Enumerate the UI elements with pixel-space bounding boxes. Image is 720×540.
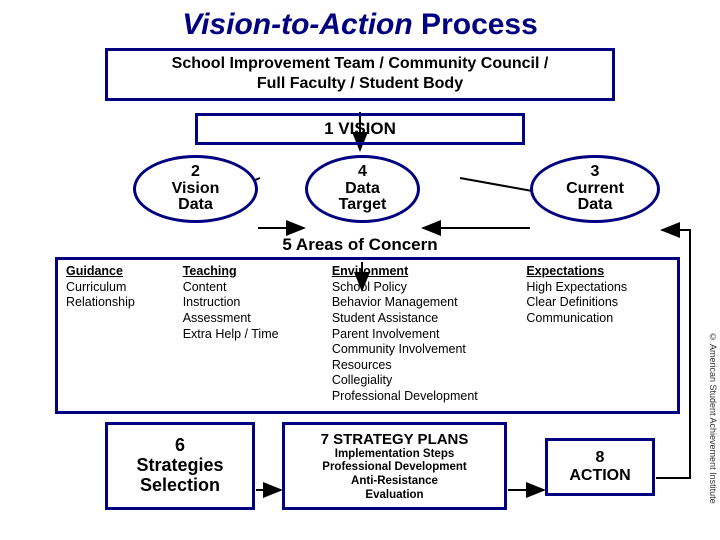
concern-col-teaching: Teaching Content Instruction Assessment … [183,264,332,405]
concern-col-expectations: Expectations High Expectations Clear Def… [526,264,669,405]
b2-t: 7 STRATEGY PLANS [285,429,504,448]
col2-hd: Environment [332,264,527,280]
strategies-selection-box: 6 Strategies Selection [105,422,255,510]
col1-i2: Assessment [183,311,332,327]
subtitle-line2: Full Faculty / Student Body [112,74,608,94]
vision-label: 1 VISION [324,119,396,138]
oval-row: 2 Vision Data 4 Data Target 3 Current Da… [0,155,720,227]
copyright-text: © American Student Achievement Institute [708,332,718,504]
b2-s2: Professional Development [285,461,504,475]
col3-i2: Communication [526,311,669,327]
title-italic: Vision-to-Action [182,8,413,41]
b1-l1: Strategies [108,456,252,476]
col1-i3: Extra Help / Time [183,327,332,343]
col3-i1: Clear Definitions [526,295,669,311]
col2-i4: Community Involvement [332,342,527,358]
b3-l: ACTION [548,467,652,485]
col2-i1: Behavior Management [332,295,527,311]
col3-i0: High Expectations [526,280,669,296]
concern-col-guidance: Guidance Curriculum Relationship [66,264,183,405]
oval1-l2: Data [136,197,255,214]
strategy-plans-box: 7 STRATEGY PLANS Implementation Steps Pr… [282,422,507,510]
col2-i5: Resources [332,358,527,374]
bottom-row: 6 Strategies Selection 7 STRATEGY PLANS … [0,420,720,520]
subtitle-box: School Improvement Team / Community Coun… [105,48,615,101]
vision-box: 1 VISION [195,113,525,145]
b1-l2: Selection [108,476,252,496]
subtitle-line1: School Improvement Team / Community Coun… [112,54,608,74]
col2-i7: Professional Development [332,389,527,405]
col1-i1: Instruction [183,295,332,311]
oval2-num: 4 [308,164,417,181]
oval-vision-data: 2 Vision Data [133,155,258,223]
col2-i2: Student Assistance [332,311,527,327]
col0-i0: Curriculum [66,280,183,296]
col2-i3: Parent Involvement [332,327,527,343]
col1-i0: Content [183,280,332,296]
page-title: Vision-to-Action Process [0,0,720,42]
b2-s3: Anti-Resistance [285,475,504,489]
concern-col-environment: Environment School Policy Behavior Manag… [332,264,527,405]
concern-title: 5 Areas of Concern [0,235,720,255]
oval1-l1: Vision [136,181,255,198]
oval3-l2: Data [533,197,657,214]
col0-i1: Relationship [66,295,183,311]
oval-current-data: 3 Current Data [530,155,660,223]
title-rest: Process [413,8,538,41]
col2-i6: Collegiality [332,373,527,389]
oval3-l1: Current [533,181,657,198]
col2-i0: School Policy [332,280,527,296]
col0-hd: Guidance [66,264,183,280]
oval-data-target: 4 Data Target [305,155,420,223]
oval2-l1: Data [308,181,417,198]
concern-box: Guidance Curriculum Relationship Teachin… [55,257,680,414]
b3-n: 8 [548,449,652,467]
col1-hd: Teaching [183,264,332,280]
b2-s1: Implementation Steps [285,448,504,462]
b1-n: 6 [108,436,252,456]
oval2-l2: Target [308,197,417,214]
b2-s4: Evaluation [285,489,504,503]
oval3-num: 3 [533,164,657,181]
col3-hd: Expectations [526,264,669,280]
oval1-num: 2 [136,164,255,181]
action-box: 8 ACTION [545,438,655,496]
